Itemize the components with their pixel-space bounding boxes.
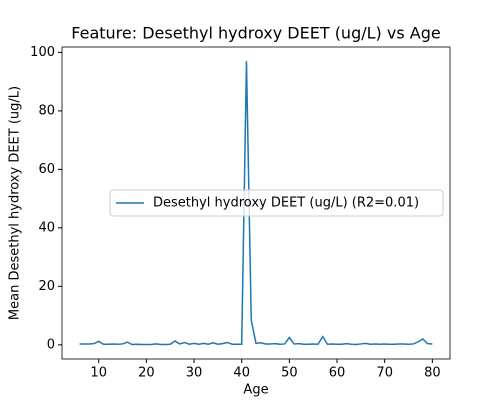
- y-tick-label: 40: [38, 220, 55, 235]
- x-tick-label: 10: [90, 366, 107, 381]
- plot-frame: [61, 46, 451, 360]
- y-axis-label: Mean Desethyl hydroxy DEET (ug/L): [8, 86, 23, 320]
- y-tick-label: 100: [30, 45, 55, 60]
- legend-box: [109, 189, 444, 217]
- x-tick-label: 80: [424, 366, 441, 381]
- y-tick-label: 80: [38, 103, 55, 118]
- x-tick-label: 70: [376, 366, 393, 381]
- x-tick-label: 30: [186, 366, 203, 381]
- x-tick-label: 60: [329, 366, 346, 381]
- chart-title: Feature: Desethyl hydroxy DEET (ug/L) vs…: [71, 24, 440, 43]
- x-tick-label: 20: [138, 366, 155, 381]
- x-tick-label: 40: [233, 366, 250, 381]
- data-line: [79, 61, 433, 346]
- y-tick-label: 0: [47, 337, 55, 352]
- legend-label: Desethyl hydroxy DEET (ug/L) (R2=0.01): [153, 196, 419, 211]
- x-axis-label: Age: [243, 383, 268, 398]
- y-tick-label: 60: [38, 162, 55, 177]
- x-tick-label: 50: [281, 366, 298, 381]
- y-tick-label: 20: [38, 279, 55, 294]
